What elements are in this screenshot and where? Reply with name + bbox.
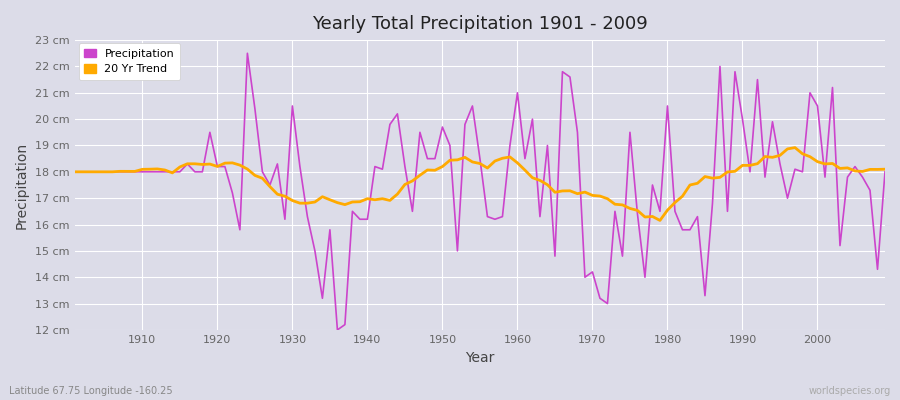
Title: Yearly Total Precipitation 1901 - 2009: Yearly Total Precipitation 1901 - 2009 (312, 15, 648, 33)
Text: worldspecies.org: worldspecies.org (809, 386, 891, 396)
Y-axis label: Precipitation: Precipitation (15, 142, 29, 228)
Text: Latitude 67.75 Longitude -160.25: Latitude 67.75 Longitude -160.25 (9, 386, 173, 396)
X-axis label: Year: Year (465, 351, 495, 365)
Legend: Precipitation, 20 Yr Trend: Precipitation, 20 Yr Trend (79, 43, 180, 80)
